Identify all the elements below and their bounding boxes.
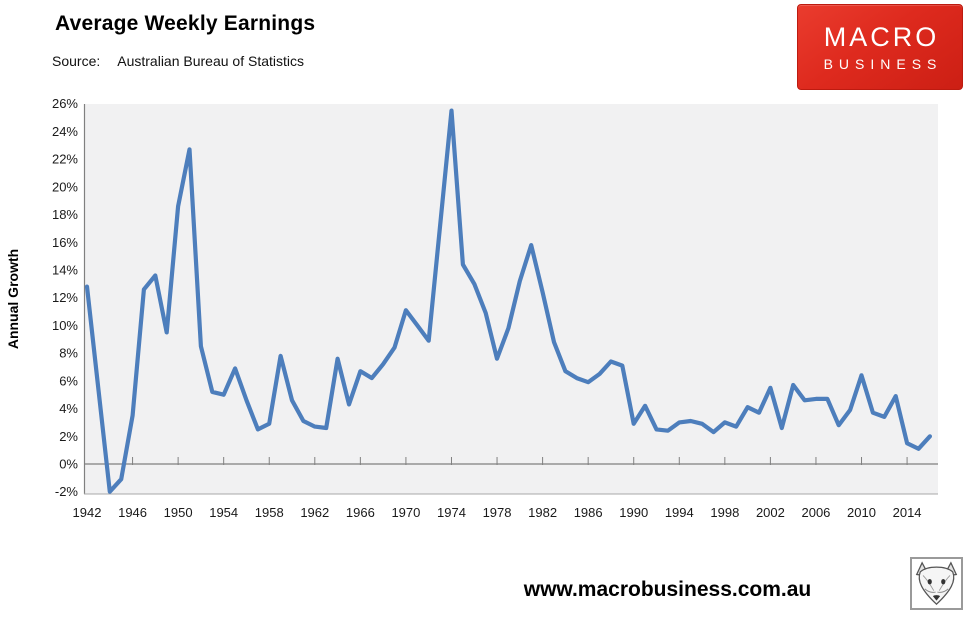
x-axis-label: 2010 — [847, 505, 876, 520]
x-axis-label: 1994 — [665, 505, 694, 520]
source-label: Source: — [52, 53, 101, 69]
fox-logo-stamp — [910, 557, 963, 610]
x-axis-label: 1954 — [209, 505, 238, 520]
y-axis-label: 10% — [52, 318, 78, 333]
y-axis-label: 22% — [52, 152, 78, 167]
x-axis-label: 1998 — [710, 505, 739, 520]
x-axis-label: 2002 — [756, 505, 785, 520]
y-axis-label: 26% — [52, 96, 78, 111]
x-axis-label: 1966 — [346, 505, 375, 520]
logo-line1: MACRO — [823, 21, 940, 52]
y-axis-label: 4% — [59, 401, 78, 416]
y-axis-label: 2% — [59, 429, 78, 444]
x-axis-label: 1962 — [300, 505, 329, 520]
x-axis-label: 1950 — [164, 505, 193, 520]
earnings-line-series — [84, 108, 933, 494]
x-axis-label: 1974 — [437, 505, 466, 520]
x-axis-label: 1946 — [118, 505, 147, 520]
y-axis-label: 0% — [59, 457, 78, 472]
y-axis-label: 16% — [52, 235, 78, 250]
y-axis-label: 20% — [52, 179, 78, 194]
source-value: Australian Bureau of Statistics — [117, 53, 305, 69]
logo-line2: BUSINESS — [823, 55, 943, 72]
y-axis-label: 6% — [59, 373, 78, 388]
y-axis-label: -2% — [55, 484, 79, 499]
x-axis-label: 1970 — [391, 505, 420, 520]
y-axis-label: 14% — [52, 263, 78, 278]
macrobusiness-logo: MACRO BUSINESS — [797, 4, 963, 90]
y-axis-label: 24% — [52, 124, 78, 139]
source-line: Source: Australian Bureau of Statistics — [52, 53, 304, 69]
x-axis-label: 1990 — [619, 505, 648, 520]
y-axis-title: Annual Growth — [5, 249, 21, 349]
x-axis-label: 1942 — [73, 505, 102, 520]
page-title: Average Weekly Earnings — [55, 12, 316, 35]
y-axis-label: 8% — [59, 346, 78, 361]
x-axis-label: 1978 — [483, 505, 512, 520]
fox-head-icon — [915, 561, 958, 606]
plot-area — [84, 104, 938, 494]
y-axis-label: 18% — [52, 207, 78, 222]
x-axis-label: 1982 — [528, 505, 557, 520]
x-axis-label: 1986 — [574, 505, 603, 520]
y-axis-label: 12% — [52, 290, 78, 305]
x-axis-label: 1958 — [255, 505, 284, 520]
x-axis-label: 2006 — [801, 505, 830, 520]
x-axis-label: 2014 — [893, 505, 922, 520]
footer-url: www.macrobusiness.com.au — [523, 578, 812, 601]
